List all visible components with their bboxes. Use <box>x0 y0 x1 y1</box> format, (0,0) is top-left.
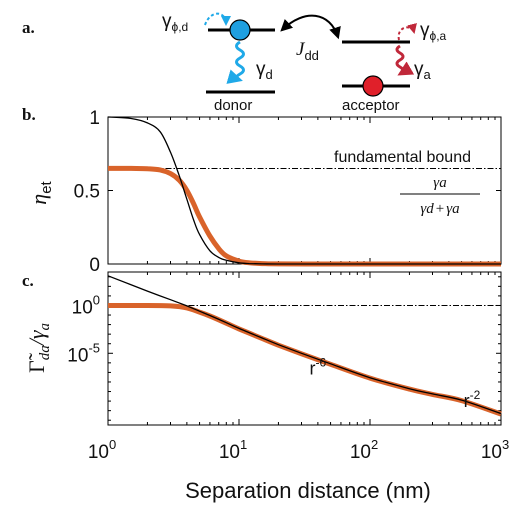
panel-c-ylabel: Γ̃da/γa <box>24 323 53 373</box>
formula-numerator: γa <box>433 175 446 191</box>
panel-b-chart: b. 00.51 fundamental bound γa γd + γa ηet <box>22 105 502 276</box>
acceptor-ground-population <box>362 75 384 97</box>
panel-c-chart: c. 100 10-5 r-6 r-2 Γ̃da/γa <box>22 271 502 426</box>
acceptor-dephasing-arrow <box>397 23 417 41</box>
panel-b-ylabel: ηet <box>26 180 55 204</box>
panel-a-schematic: a. γϕ,d γd donor Jdd γϕ,a γa acceptor <box>22 11 447 114</box>
gamma-phi-a-label: γϕ,a <box>420 20 447 43</box>
panel-b-series <box>107 116 501 267</box>
donor-excited-population <box>229 19 251 41</box>
formula-denominator: γd + γa <box>420 201 459 217</box>
y-tick-label: 1 <box>89 108 100 129</box>
x-tick-label: 102 <box>350 437 378 463</box>
panel-label-c: c. <box>22 271 34 290</box>
acceptor-decay-arrow <box>395 44 415 76</box>
y-tick-label: 100 <box>72 292 100 318</box>
coupling-label: Jdd <box>296 39 319 63</box>
y-tick-label: 10-5 <box>67 340 100 366</box>
fundamental-bound-label: fundamental bound <box>334 149 471 166</box>
gamma-d-label: γd <box>256 59 273 82</box>
x-tick-label: 101 <box>219 437 247 463</box>
series-line-thick-orange <box>107 302 502 417</box>
efficiency-formula: γa γd + γa <box>400 175 480 217</box>
x-axis-tick-labels: 100 101 102 103 <box>88 437 509 463</box>
x-tick-label: 103 <box>481 437 509 463</box>
y-tick-label: 0 <box>89 255 100 276</box>
panel-c-series <box>107 275 502 417</box>
panel-c-y-tick-labels: 100 10-5 <box>67 292 100 366</box>
coupling-arrow <box>280 14 341 40</box>
panel-c-ticks <box>108 272 501 425</box>
x-tick-label: 100 <box>88 437 116 463</box>
panel-label-b: b. <box>22 105 36 124</box>
series-line-thin-black <box>107 116 501 265</box>
panel-label-a: a. <box>22 18 35 37</box>
power-law-annotation: r-6 <box>310 355 327 378</box>
donor-label: donor <box>214 97 252 114</box>
panel-c-annotations: r-6 r-2 <box>310 355 481 411</box>
series-line-thin-black <box>107 275 502 415</box>
panel-c-axes-frame <box>107 271 502 426</box>
donor-dephasing-arrow <box>204 12 231 26</box>
donor-decay-arrow <box>226 40 245 84</box>
gamma-a-label: γa <box>414 59 432 82</box>
y-tick-label: 0.5 <box>74 182 100 203</box>
power-law-annotation: r-2 <box>464 388 481 411</box>
x-axis-label: Separation distance (nm) <box>185 478 431 503</box>
panel-b-y-tick-labels: 00.51 <box>74 108 100 276</box>
acceptor-label: acceptor <box>342 97 400 114</box>
gamma-phi-d-label: γϕ,d <box>162 11 188 34</box>
